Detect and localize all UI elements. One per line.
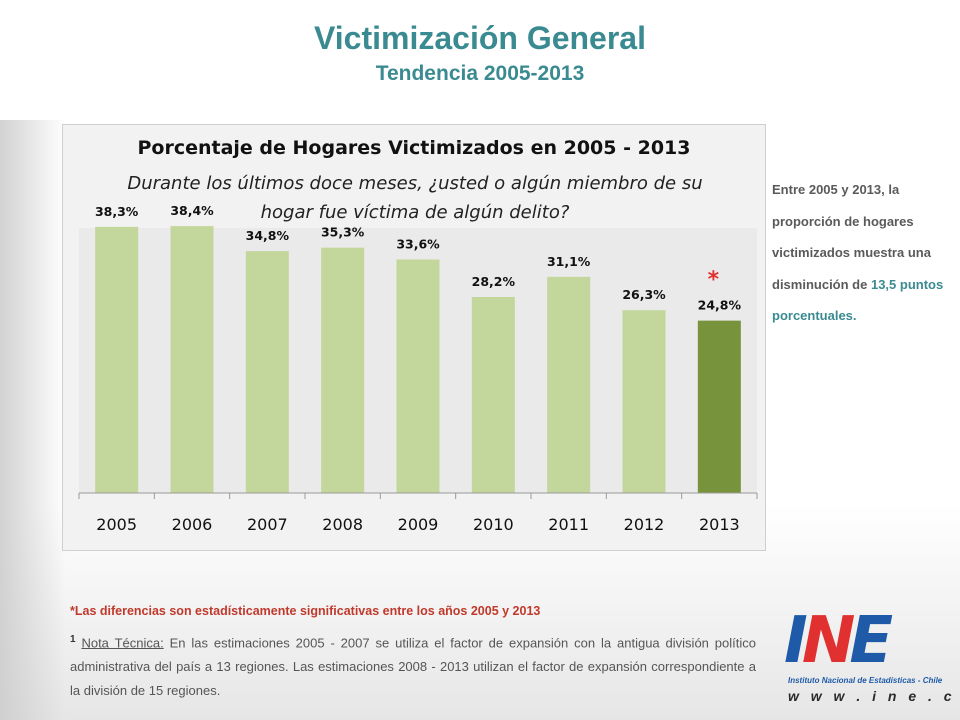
tech-note-number: 1 [70,634,76,645]
bar-2012 [622,310,666,493]
data-label-2006: 38,4% [170,203,214,218]
tech-note-text: En las estimaciones 2005 - 2007 se utili… [70,635,756,699]
data-label-2007: 34,8% [246,228,290,243]
significance-note: *Las diferencias son estadísticamente si… [70,604,541,618]
logo-letters: INE [784,604,893,678]
data-label-2009: 33,6% [396,236,440,251]
bar-2013 [697,320,741,493]
bar-2005 [95,226,139,493]
x-tick-2013: 2013 [699,515,740,534]
data-label-2005: 38,3% [95,204,139,219]
side-note: Entre 2005 y 2013, la proporción de hoga… [772,174,954,332]
chart-title: Porcentaje de Hogares Victimizados en 20… [137,137,691,159]
x-tick-2005: 2005 [96,515,137,534]
data-label-2010: 28,2% [472,274,516,289]
x-tick-2009: 2009 [398,515,439,534]
x-tick-2010: 2010 [473,515,514,534]
left-shade [0,120,66,720]
tech-note-label: Nota Técnica: [81,635,164,651]
page-subtitle: Tendencia 2005-2013 [375,62,585,85]
bar-2008 [321,247,365,493]
data-label-2011: 31,1% [547,254,591,269]
ine-logo: INE Instituto Nacional de Estadísticas -… [778,604,960,712]
chart-question: Durante los últimos doce meses, ¿usted o… [127,173,703,223]
bar-2011 [547,276,591,493]
chart-frame: 38,3% 2005 38,4% 2006 34,8% 2007 35,3% 2008 33,6… [62,124,766,551]
bar-2006 [170,226,214,493]
bar-chart: 38,3% 2005 38,4% 2006 34,8% 2007 35,3% 2008 33,6… [78,203,758,534]
data-label-2013: 24,8% [698,298,742,313]
page-title: Victimización General [314,20,646,56]
significance-asterisk: * [708,268,720,293]
x-tick-2007: 2007 [247,515,288,534]
side-note-text: Entre 2005 y 2013, la proporción de hoga… [772,182,931,292]
x-tick-2006: 2006 [172,515,213,534]
logo-url: w w w . i n e . c l [788,688,960,704]
bar-2007 [245,251,289,493]
data-label-2012: 26,3% [622,287,666,302]
technical-note: 1 Nota Técnica: En las estimaciones 2005… [70,628,756,703]
x-tick-2008: 2008 [322,515,363,534]
x-tick-2011: 2011 [548,515,589,534]
data-label-2008: 35,3% [321,225,365,240]
logo-institution-name: Instituto Nacional de Estadísticas - Chi… [788,676,943,685]
bar-2010 [471,297,515,493]
bar-2009 [396,259,440,493]
x-tick-2012: 2012 [624,515,665,534]
side-note-highlight: 13,5 puntos porcentuales. [772,276,944,324]
